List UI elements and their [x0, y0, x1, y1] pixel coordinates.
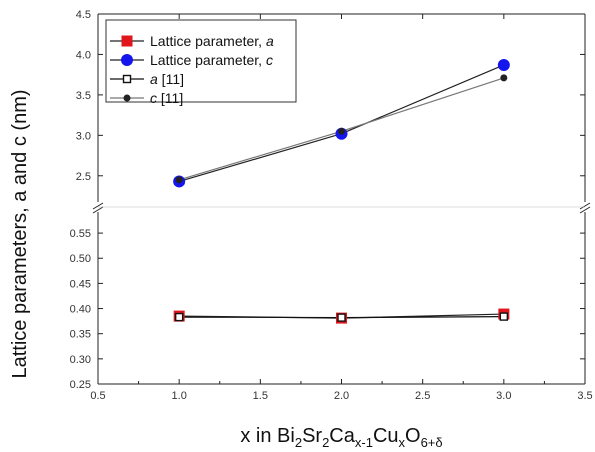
data-point [500, 74, 508, 82]
series-layer [173, 58, 510, 324]
y-lower-tick-label: 0.55 [70, 228, 91, 240]
legend: Lattice parameter, a Lattice parameter, c… [105, 19, 297, 106]
data-point [174, 312, 184, 322]
x-tick-label: 2.0 [334, 390, 349, 402]
data-point [499, 312, 509, 321]
axis-break-mark [92, 202, 104, 210]
series-points-2 [174, 312, 509, 322]
y-lower-tick-label: 0.40 [70, 304, 91, 316]
x-tick-label: 0.5 [90, 390, 105, 402]
axis-break-mark [579, 206, 591, 214]
y-upper-tick-label: 4.5 [76, 9, 91, 21]
legend-box [105, 19, 297, 103]
legend-label: Lattice parameter, a [150, 33, 274, 49]
legend-label: a [11] [150, 71, 184, 87]
x-axis-label: x in Bi2Sr2Cax-1CuxO6+δ [240, 425, 442, 450]
x-tick-label: 2.5 [415, 390, 430, 402]
axis-break-mark [579, 202, 591, 210]
y-lower-tick-label: 0.45 [70, 278, 91, 290]
y-lower-tick-label: 0.25 [70, 379, 91, 391]
x-tick-label: 1.0 [172, 390, 187, 402]
legend-marker [122, 74, 132, 84]
y-upper-tick-label: 4.0 [76, 49, 91, 61]
legend-label: Lattice parameter, c [150, 52, 273, 68]
legend-label: c [11] [150, 90, 183, 106]
y-lower-tick-label: 0.30 [70, 354, 91, 366]
axis-break-mark [92, 206, 104, 214]
data-point [337, 313, 346, 322]
data-point [175, 176, 183, 184]
y-upper-tick-label: 3.5 [76, 90, 91, 102]
y-upper-tick-label: 3.0 [76, 130, 91, 142]
y-lower-tick-label: 0.35 [70, 329, 91, 341]
chart-frame-layer [92, 13, 591, 385]
tick-labels-layer: 0.5 1.0 1.5 2.0 2.5 3.0 3.5 2.5 3.0 3.5 4.0 4.5 0.25… [70, 9, 593, 402]
x-tick-label: 1.5 [253, 390, 268, 402]
legend-marker [121, 54, 133, 66]
data-point [338, 127, 345, 135]
x-tick-label: 3.0 [496, 390, 511, 402]
legend-marker [121, 35, 133, 47]
series-points-3 [175, 74, 508, 184]
x-tick-label: 3.5 [577, 390, 592, 402]
y-axis-label: Lattice parameters, a and c (nm) [9, 89, 31, 378]
data-point [497, 58, 510, 71]
y-lower-tick-label: 0.50 [70, 253, 91, 265]
legend-marker [123, 94, 131, 102]
y-upper-tick-label: 2.5 [76, 171, 91, 183]
